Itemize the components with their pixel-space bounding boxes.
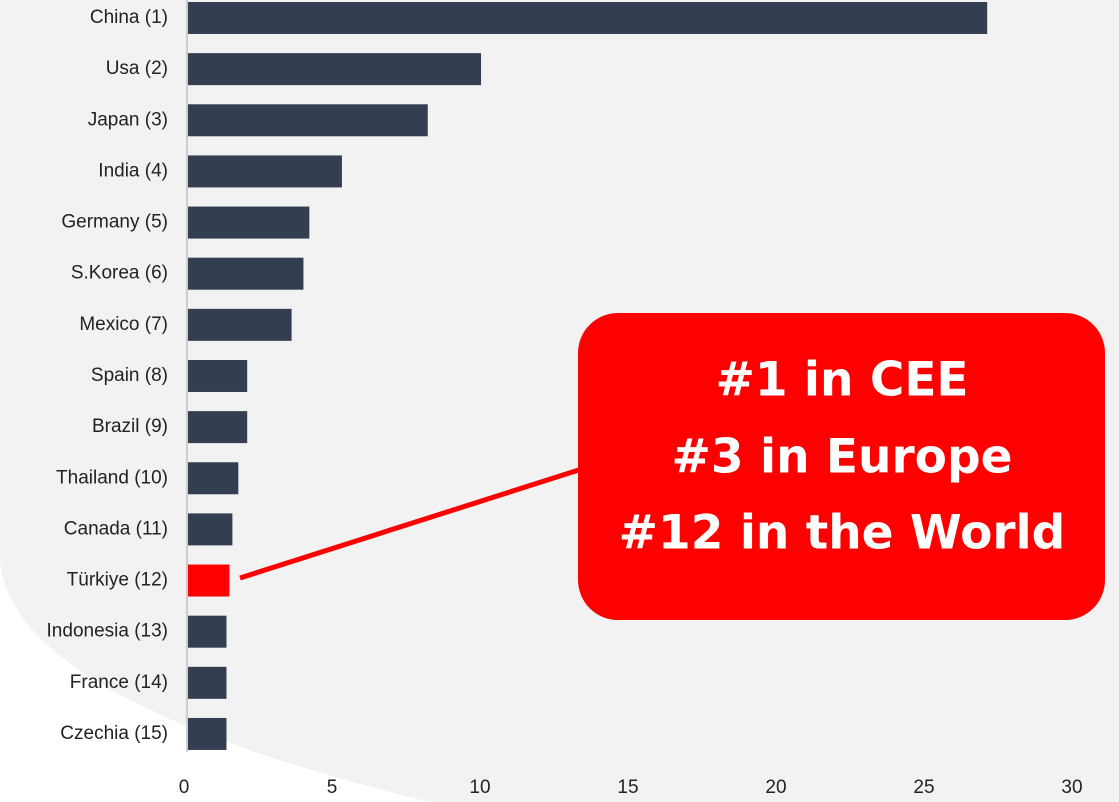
callout-text: #1 in CEE	[715, 353, 968, 408]
bar	[188, 666, 227, 699]
y-tick-label: France (14)	[70, 672, 168, 693]
y-tick-label: Mexico (7)	[79, 314, 168, 335]
bar	[188, 717, 227, 750]
x-tick-label: 20	[765, 777, 786, 798]
bar	[188, 53, 482, 86]
bar	[188, 513, 233, 546]
y-tick-label: Spain (8)	[91, 365, 168, 386]
bar	[188, 308, 292, 341]
callout-connector	[239, 465, 586, 581]
bar	[188, 564, 230, 597]
bar	[188, 257, 304, 290]
y-tick-label: China (1)	[90, 7, 168, 28]
x-tick-label: 30	[1061, 777, 1082, 798]
bar	[188, 104, 428, 137]
callout-text: #12 in the World	[619, 506, 1066, 561]
x-tick-label: 10	[469, 777, 490, 798]
callout-text: #3 in Europe	[672, 430, 1013, 485]
y-tick-label: Germany (5)	[61, 212, 168, 233]
bar	[188, 411, 248, 444]
y-tick-label: India (4)	[98, 160, 168, 181]
y-tick-label: Usa (2)	[106, 58, 168, 79]
y-tick-label: Türkiye (12)	[67, 570, 168, 591]
x-tick-label: 5	[327, 777, 338, 798]
bar	[188, 2, 988, 34]
y-tick-label: Czechia (15)	[60, 723, 168, 744]
y-tick-label: Canada (11)	[64, 518, 168, 539]
bar	[188, 462, 239, 495]
x-tick-label: 25	[913, 777, 934, 798]
y-tick-label: Thailand (10)	[56, 467, 168, 488]
callout-box	[578, 313, 1105, 620]
bar	[188, 155, 342, 188]
bar	[188, 206, 310, 239]
y-tick-label: S.Korea (6)	[71, 263, 168, 284]
y-tick-label: Japan (3)	[88, 109, 168, 130]
x-tick-label: 0	[179, 777, 190, 798]
bar	[188, 359, 248, 392]
y-tick-label: Indonesia (13)	[47, 621, 168, 642]
y-tick-label: Brazil (9)	[92, 416, 168, 437]
x-tick-label: 15	[617, 777, 638, 798]
bar	[188, 615, 227, 648]
